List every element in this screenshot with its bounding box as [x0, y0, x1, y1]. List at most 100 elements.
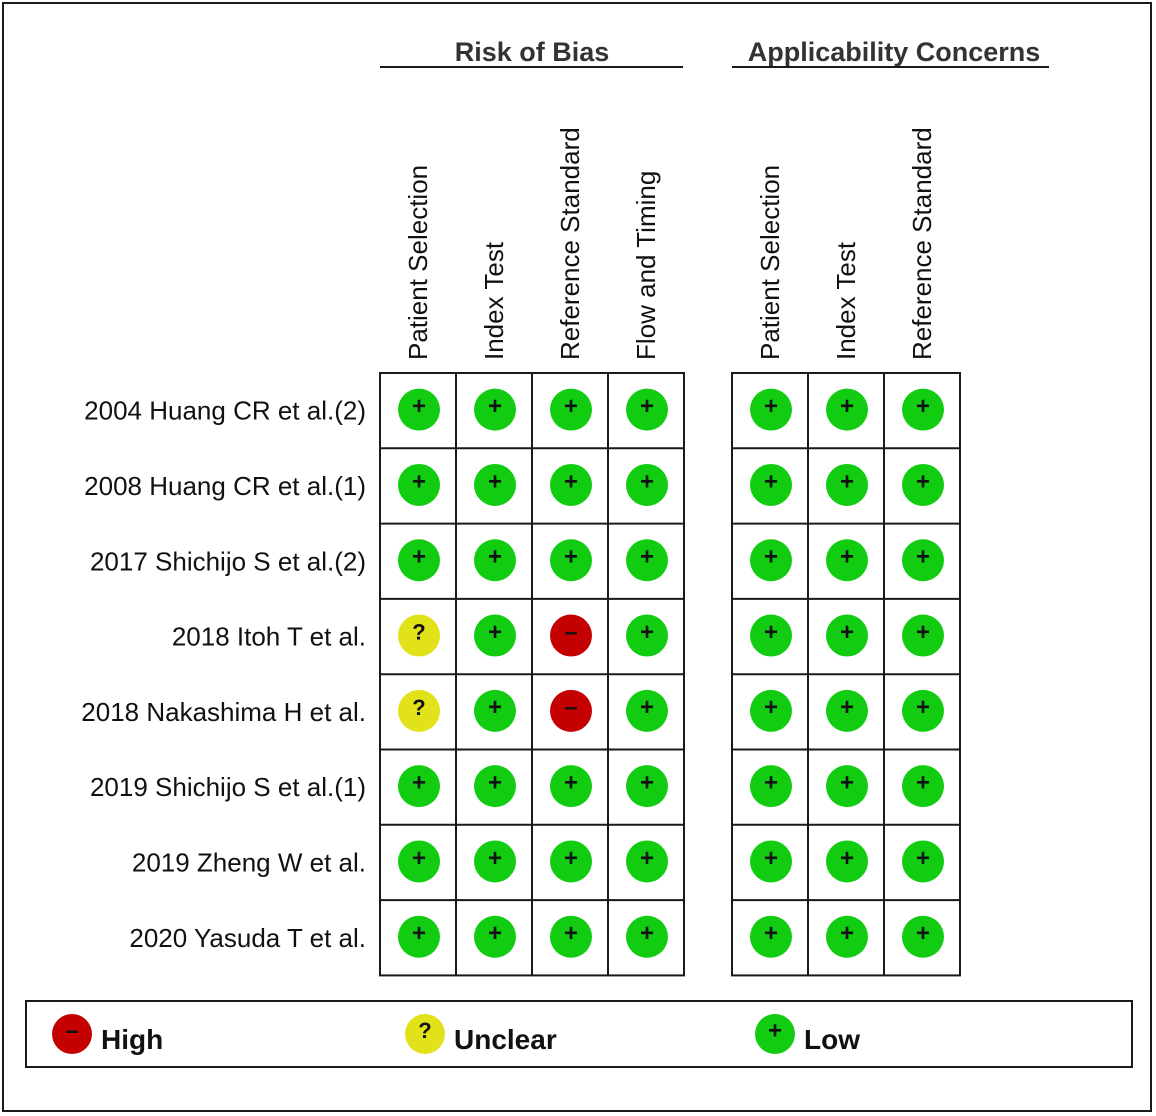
rating-cell: +: [398, 539, 440, 582]
rating-low-symbol: +: [640, 920, 654, 947]
rating-low-symbol: +: [764, 619, 778, 646]
rating-cell: +: [398, 463, 440, 506]
rating-low-circle: [826, 915, 868, 958]
rating-low-circle: [826, 388, 868, 431]
rating-low-symbol: +: [412, 769, 426, 796]
rating-low-circle: [626, 840, 668, 883]
rating-cell: +: [826, 915, 868, 958]
rating-low-circle: [902, 388, 944, 431]
group-title: Risk of Bias: [455, 37, 610, 67]
rating-cell: –: [550, 614, 592, 657]
rating-low-circle: [474, 840, 516, 883]
rating-low-circle: [750, 539, 792, 582]
rating-cell: –: [550, 689, 592, 732]
legend-box: [25, 1000, 1133, 1068]
rating-low-symbol: +: [916, 920, 930, 947]
rating-low-symbol: +: [412, 845, 426, 872]
rating-low-symbol: +: [488, 769, 502, 796]
rating-low-circle: [474, 689, 516, 732]
rating-low-symbol: +: [916, 393, 930, 420]
rating-low-symbol: +: [488, 544, 502, 571]
rating-cell: +: [826, 765, 868, 808]
column-label: Index Test: [831, 241, 861, 360]
rating-low-symbol: +: [840, 769, 854, 796]
column-label: Index Test: [479, 241, 509, 360]
rating-low-circle: [826, 765, 868, 808]
rating-cell: +: [474, 614, 516, 657]
rating-cell: +: [902, 614, 944, 657]
rating-low-symbol: +: [412, 920, 426, 947]
rating-cell: +: [474, 765, 516, 808]
rating-cell: +: [626, 463, 668, 506]
rating-low-symbol: +: [640, 468, 654, 495]
rating-cell: +: [902, 689, 944, 732]
study-label: 2008 Huang CR et al.(1): [84, 471, 366, 501]
rating-cell: +: [626, 614, 668, 657]
group-title: Applicability Concerns: [748, 37, 1041, 67]
rating-low-symbol: +: [640, 769, 654, 796]
rating-cell: +: [550, 388, 592, 431]
rating-cell: +: [826, 388, 868, 431]
legend-low-circle: [755, 1014, 795, 1054]
rating-unclear-circle: [398, 689, 440, 732]
group-1: Applicability Concerns Patient Selection I…: [731, 37, 1049, 977]
rating-low-circle: [626, 388, 668, 431]
rating-low-symbol: +: [840, 694, 854, 721]
rating-cell: +: [902, 765, 944, 808]
study-label: 2020 Yasuda T et al.: [129, 923, 366, 953]
rating-low-circle: [750, 840, 792, 883]
rating-cell: +: [750, 614, 792, 657]
rating-low-symbol: +: [840, 920, 854, 947]
rating-low-circle: [902, 614, 944, 657]
rating-low-circle: [550, 388, 592, 431]
rating-low-circle: [750, 463, 792, 506]
column-label: Reference Standard: [907, 127, 937, 360]
rating-cell: +: [550, 539, 592, 582]
group-0: Risk of Bias Patient Selection Index Test R…: [379, 37, 685, 977]
legend-unclear-circle: [405, 1014, 445, 1054]
rating-low-symbol: +: [840, 845, 854, 872]
rating-low-circle: [398, 765, 440, 808]
rating-cell: +: [550, 915, 592, 958]
rating-low-symbol: +: [488, 694, 502, 721]
rating-cell: +: [750, 463, 792, 506]
rating-low-circle: [826, 689, 868, 732]
rating-low-symbol: +: [564, 393, 578, 420]
rating-cell: +: [750, 689, 792, 732]
rating-low-symbol: +: [840, 544, 854, 571]
legend-item-low: + Low: [755, 1014, 860, 1055]
rating-cell: +: [398, 840, 440, 883]
rating-low-symbol: +: [564, 845, 578, 872]
rating-low-symbol: +: [840, 468, 854, 495]
rating-cell: +: [474, 539, 516, 582]
study-label: 2018 Nakashima H et al.: [81, 697, 366, 727]
rating-cell: +: [626, 840, 668, 883]
rating-low-circle: [826, 539, 868, 582]
rating-low-circle: [474, 388, 516, 431]
rating-low-circle: [550, 840, 592, 883]
rating-low-circle: [626, 915, 668, 958]
legend-low-symbol: +: [768, 1017, 782, 1044]
rating-cell: +: [750, 539, 792, 582]
rating-low-symbol: +: [640, 694, 654, 721]
rating-low-circle: [902, 463, 944, 506]
rating-high-symbol: –: [564, 619, 577, 646]
rating-cell: +: [902, 915, 944, 958]
rating-low-symbol: +: [640, 393, 654, 420]
rating-cell: +: [626, 388, 668, 431]
rating-low-circle: [626, 614, 668, 657]
legend-item-high: – High: [52, 1014, 163, 1055]
rating-cell: +: [750, 915, 792, 958]
rating-low-circle: [826, 840, 868, 883]
rating-low-symbol: +: [916, 468, 930, 495]
rating-cell: +: [626, 539, 668, 582]
rating-low-symbol: +: [412, 468, 426, 495]
rating-low-circle: [902, 840, 944, 883]
rating-low-symbol: +: [916, 845, 930, 872]
rating-high-circle: [550, 614, 592, 657]
rating-low-circle: [826, 614, 868, 657]
legend-label: High: [101, 1024, 163, 1055]
rating-low-symbol: +: [916, 694, 930, 721]
rating-low-circle: [826, 463, 868, 506]
rating-low-circle: [550, 765, 592, 808]
